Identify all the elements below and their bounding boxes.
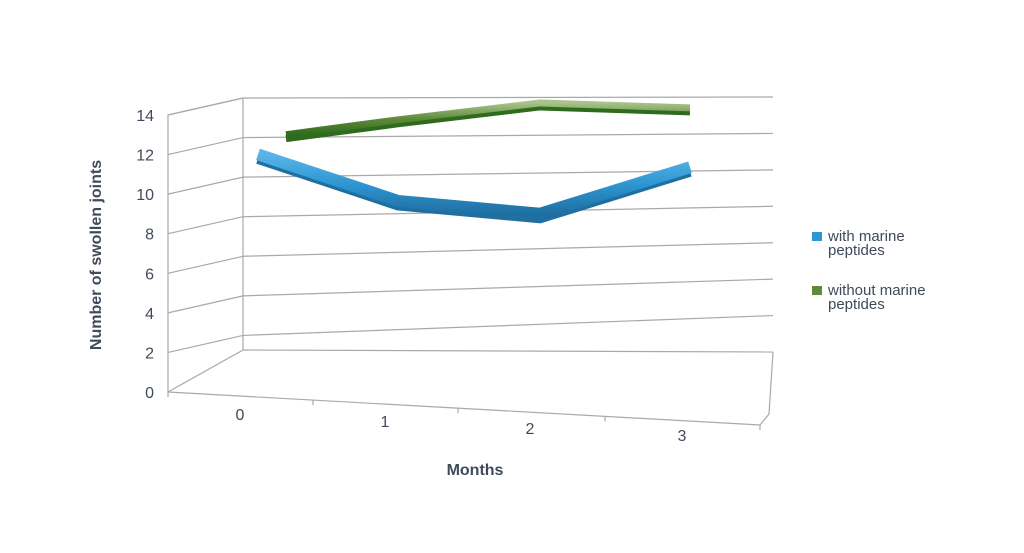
series-line-shadow [285, 103, 691, 143]
y-axis: 0 2 4 6 8 10 12 14 [136, 108, 154, 402]
y-tick-label: 14 [136, 108, 154, 125]
floor-edge [167, 351, 774, 426]
gridlines [167, 96, 774, 393]
data-series [256, 99, 692, 224]
y-axis-title: Number of swollen joints [88, 160, 105, 350]
gridline-back [242, 314, 774, 337]
series-line [256, 148, 692, 220]
gridline-side [167, 216, 244, 235]
gridline-side [167, 334, 244, 354]
chart-walls [167, 97, 774, 426]
legend-label: peptides [828, 242, 885, 259]
y-tick-label: 0 [145, 385, 154, 402]
x-axis-title: Months [447, 462, 504, 479]
gridline-back [242, 278, 774, 297]
series-line [285, 99, 691, 139]
legend-swatch [812, 232, 822, 241]
gridline-side [167, 255, 244, 274]
gridline-side [167, 97, 244, 116]
y-tick-label: 2 [145, 345, 154, 362]
y-tick-label: 6 [145, 266, 154, 283]
legend-swatch [812, 286, 822, 295]
gridline-back [242, 349, 774, 353]
gridline-back [242, 96, 774, 99]
y-tick-label: 12 [136, 148, 154, 165]
gridline-back [242, 132, 774, 139]
gridline-side [167, 349, 244, 393]
x-tick-label: 3 [678, 428, 687, 445]
gridline-side [167, 295, 244, 314]
gridline-side [167, 176, 244, 195]
gridline-side [167, 136, 244, 156]
gridline-back [242, 242, 774, 257]
x-tick-label: 2 [526, 421, 535, 438]
x-tick-label: 0 [236, 407, 245, 424]
legend-label: with marine [827, 228, 905, 245]
y-tick-label: 8 [145, 227, 154, 244]
legend-label: without marine [827, 282, 926, 299]
y-tick-label: 4 [145, 306, 154, 323]
x-axis: 0 1 2 3 [167, 392, 761, 445]
x-tick-label: 1 [381, 414, 390, 431]
side-wall-edge [167, 97, 244, 392]
legend-label: peptides [828, 296, 885, 313]
y-tick-label: 10 [136, 187, 154, 204]
